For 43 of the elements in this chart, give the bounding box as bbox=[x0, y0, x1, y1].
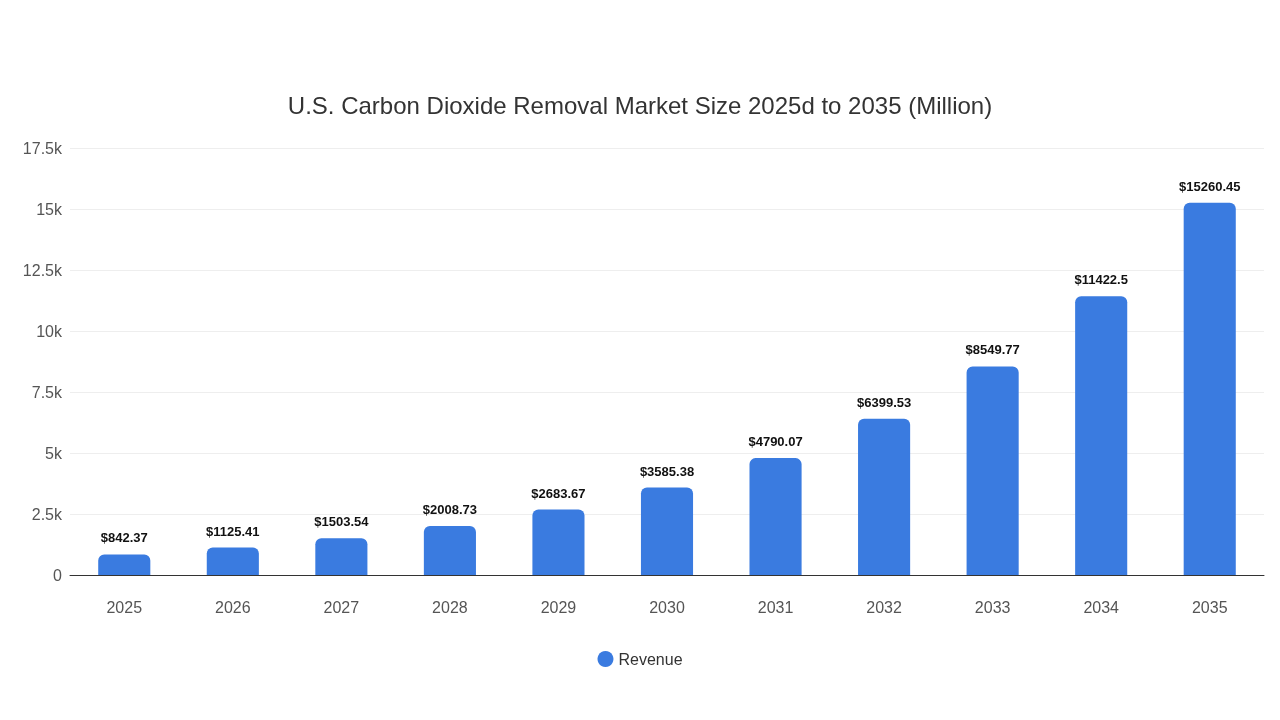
y-tick-label: 2.5k bbox=[31, 505, 63, 523]
x-tick-label: 2035 bbox=[1191, 598, 1228, 616]
bar bbox=[423, 525, 476, 575]
data-label: $6399.53 bbox=[856, 394, 912, 410]
x-tick-label: 2030 bbox=[649, 598, 685, 616]
y-tick-label: 12.5k bbox=[22, 261, 63, 279]
y-tick-label: 5k bbox=[45, 444, 63, 462]
bar bbox=[858, 418, 911, 575]
bar bbox=[640, 487, 694, 575]
data-label: $842.37 bbox=[100, 530, 148, 546]
data-label: $11422.5 bbox=[1074, 272, 1128, 288]
x-tick-label: 2033 bbox=[974, 598, 1011, 616]
x-tick-label: 2031 bbox=[757, 598, 794, 616]
x-tick-label: 2032 bbox=[866, 598, 902, 616]
y-tick-label: 7.5k bbox=[31, 383, 63, 401]
x-tick-label: 2029 bbox=[540, 598, 577, 616]
y-tick-label: 10k bbox=[36, 322, 63, 340]
x-tick-label: 2034 bbox=[1083, 598, 1120, 616]
bar bbox=[206, 547, 259, 575]
y-tick-label: 0 bbox=[53, 566, 63, 584]
y-tick-label: 17.5k bbox=[22, 139, 63, 157]
bar bbox=[315, 538, 368, 575]
data-label: $15260.45 bbox=[1179, 178, 1241, 194]
bar bbox=[966, 366, 1019, 575]
data-label: $1125.41 bbox=[206, 523, 260, 539]
legend-label: Revenue bbox=[618, 650, 683, 668]
chart-title: U.S. Carbon Dioxide Removal Market Size 2025d to 2035 (Million) bbox=[287, 91, 993, 119]
y-tick-label: 15k bbox=[36, 200, 63, 218]
data-label: $8549.77 bbox=[965, 342, 1020, 358]
x-tick-label: 2026 bbox=[215, 598, 251, 616]
data-label: $2683.67 bbox=[531, 485, 586, 501]
x-tick-label: 2025 bbox=[106, 598, 143, 616]
bar bbox=[1075, 296, 1128, 575]
x-tick-label: 2028 bbox=[432, 598, 468, 616]
data-label: $3585.38 bbox=[639, 463, 695, 479]
bar bbox=[532, 509, 585, 575]
data-label: $1503.54 bbox=[314, 514, 370, 530]
x-tick-label: 2027 bbox=[323, 598, 360, 616]
bar bbox=[749, 458, 802, 575]
data-label: $4790.07 bbox=[748, 434, 803, 450]
bar bbox=[98, 554, 151, 575]
data-label: $2008.73 bbox=[422, 501, 478, 517]
bar bbox=[1183, 202, 1236, 575]
